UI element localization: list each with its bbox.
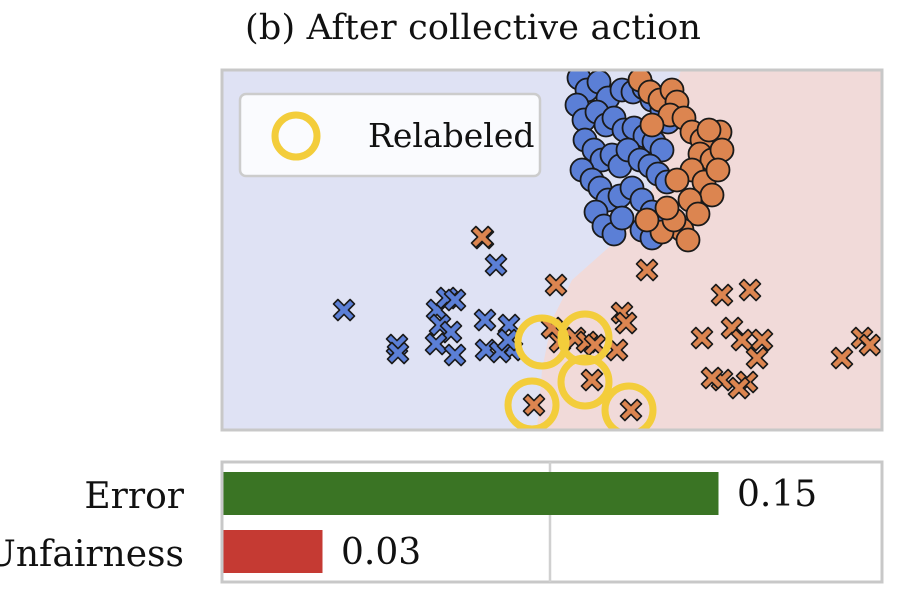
- scatter-point: [470, 225, 494, 249]
- scatter-point: [830, 346, 854, 370]
- scatter-point: [544, 273, 568, 297]
- scatter-point: [473, 308, 497, 332]
- scatter-point: [609, 205, 635, 231]
- scatter-point: [664, 167, 690, 193]
- scatter-point: [696, 117, 722, 143]
- legend-relabeled-label: Relabeled: [368, 116, 534, 155]
- scatter-point: [675, 227, 701, 253]
- bar-value-label: 0.15: [737, 474, 817, 515]
- scatter-point: [614, 311, 638, 335]
- scatter-marks: [332, 70, 882, 430]
- scatter-point: [639, 112, 665, 138]
- scatter-point: [580, 368, 604, 392]
- plot-frame: [220, 68, 884, 432]
- relabeled-ring: [601, 382, 657, 430]
- scatter-point: [710, 283, 734, 307]
- relabeled-ring: [557, 310, 613, 366]
- scatter-point: [738, 278, 762, 302]
- bar-marks: [223, 472, 719, 573]
- chart-title: (b) After collective action: [245, 8, 702, 48]
- scatter-point: [605, 338, 629, 362]
- bar-category-label: Unfairness: [0, 534, 184, 575]
- scatter-point: [443, 288, 467, 312]
- series-circle-1: [627, 70, 735, 253]
- bar-value-label: 0.03: [341, 532, 421, 573]
- scatter-point: [690, 326, 714, 350]
- relabeled-ring: [557, 354, 613, 410]
- scatter-point: [619, 398, 643, 422]
- scatter-point: [484, 253, 508, 277]
- scatter-point: [750, 328, 774, 352]
- legend-relabeled-marker: [271, 111, 321, 161]
- scatter-point: [654, 195, 680, 221]
- scatter-point: [727, 376, 751, 400]
- scatter-point: [443, 343, 467, 367]
- legend-box: [238, 92, 542, 178]
- scatter-point: [705, 157, 731, 183]
- bar-category-label: Error: [84, 476, 184, 517]
- bar-error: [223, 472, 719, 515]
- relabeled-rings: [504, 310, 657, 430]
- scatter-point: [685, 201, 711, 227]
- scatter-point: [700, 366, 724, 390]
- scatter-point: [332, 298, 356, 322]
- scatter-point: [634, 207, 660, 233]
- scatter-point: [522, 393, 546, 417]
- scatter-point: [386, 341, 410, 365]
- bar-unfairness: [223, 530, 323, 573]
- legend: Relabeled: [238, 92, 542, 178]
- relabeled-ring: [514, 314, 570, 370]
- scatter-point: [745, 346, 769, 370]
- scatter-point: [635, 258, 659, 282]
